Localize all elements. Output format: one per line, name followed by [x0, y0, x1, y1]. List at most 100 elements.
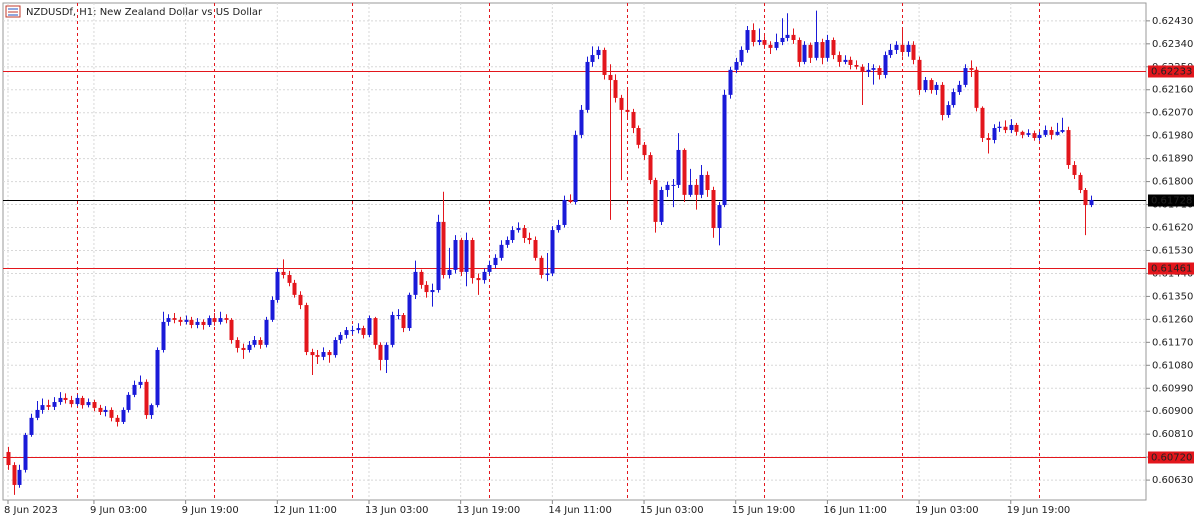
candle-body	[390, 315, 395, 345]
candle-body	[705, 174, 710, 191]
candle-body	[161, 321, 166, 350]
candle-body	[843, 59, 848, 62]
candle-body	[178, 319, 183, 322]
candle-body	[636, 128, 641, 145]
y-tick-label: 0.61170	[1152, 337, 1193, 348]
candle-body	[6, 452, 11, 466]
y-tick-label: 0.60990	[1152, 383, 1193, 394]
candle-body	[894, 44, 899, 50]
candle-body	[900, 44, 905, 52]
candle-body	[344, 330, 349, 335]
candle-body	[791, 34, 796, 40]
candle-body	[533, 240, 538, 258]
candle-body	[172, 318, 177, 320]
candle-body	[923, 80, 928, 91]
candle-body	[1083, 190, 1088, 206]
candle-body	[946, 105, 951, 116]
candle-body	[997, 126, 1002, 129]
candle-body	[608, 74, 613, 81]
candle-body	[631, 111, 636, 129]
level-line-tag	[1148, 451, 1194, 464]
candle-body	[562, 199, 567, 225]
x-tick-label: 16 Jun 11:00	[823, 505, 887, 516]
candle-body	[585, 61, 590, 110]
candle-body	[774, 42, 779, 48]
candle-body	[476, 278, 481, 281]
candle-body	[361, 328, 366, 335]
x-tick-label: 13 Jun 19:00	[457, 505, 521, 516]
y-tick-label: 0.60630	[1152, 475, 1193, 486]
candle-body	[212, 318, 217, 322]
candle-body	[350, 330, 355, 332]
candle-body	[814, 42, 819, 58]
level-line-label: 0.61461	[1151, 264, 1192, 275]
candle-body	[338, 334, 343, 341]
candle-body	[1037, 134, 1042, 138]
candle-body	[831, 39, 836, 56]
x-tick-label: 19 Jun 03:00	[915, 505, 979, 516]
y-tick-label: 0.61350	[1152, 291, 1193, 302]
candle-body	[396, 315, 401, 317]
candle-body	[522, 228, 527, 238]
candle-body	[1026, 133, 1031, 135]
last-price-line-label: 0.61728	[1151, 196, 1192, 207]
candle-body	[40, 405, 45, 410]
candle-body	[969, 68, 974, 70]
candle-body	[911, 44, 916, 60]
candle-body	[441, 221, 446, 275]
candle-body	[762, 39, 767, 45]
candle-body	[619, 97, 624, 110]
candle-body	[568, 199, 573, 203]
candle-body	[327, 352, 332, 356]
candle-body	[321, 352, 326, 357]
candle-body	[419, 271, 424, 285]
candle-body	[1049, 130, 1054, 135]
candle-body	[527, 237, 532, 241]
candle-body	[602, 49, 607, 75]
candle-body	[430, 290, 435, 293]
candle-body	[665, 184, 670, 191]
candle-body	[739, 49, 744, 62]
candle-body	[287, 274, 292, 283]
y-tick-label: 0.61530	[1152, 245, 1193, 256]
candle-body	[1014, 124, 1019, 132]
candle-body	[149, 405, 154, 416]
candle-body	[229, 319, 234, 341]
candle-body	[516, 228, 521, 231]
candle-body	[224, 318, 229, 320]
y-tick-label: 0.62160	[1152, 85, 1193, 96]
candle-body	[333, 340, 338, 356]
plot-frame	[2, 2, 1147, 501]
candle-body	[487, 265, 492, 272]
candle-body	[218, 318, 223, 322]
candle-body	[963, 68, 968, 85]
candle-body	[304, 305, 309, 353]
y-tick-label: 0.61890	[1152, 154, 1193, 165]
candle-body	[653, 180, 658, 222]
candle-body	[184, 319, 189, 322]
candle-body	[189, 319, 194, 325]
candle-body	[825, 39, 830, 58]
level-line-label: 0.62233	[1151, 67, 1192, 78]
level-line-tag	[1148, 262, 1194, 275]
candle-body	[1003, 126, 1008, 131]
candle-body	[155, 349, 160, 406]
candle-body	[550, 230, 555, 274]
candle-body	[109, 409, 114, 418]
candle-body	[80, 397, 85, 406]
x-tick-label: 9 Jun 03:00	[90, 505, 147, 516]
candle-body	[871, 68, 876, 70]
candle-body	[510, 230, 515, 241]
candle-body	[459, 240, 464, 272]
candle-body	[590, 55, 595, 62]
candle-body	[1078, 174, 1083, 191]
candle-body	[717, 205, 722, 229]
y-tick-label: 0.61620	[1152, 223, 1193, 234]
candle-body	[86, 402, 91, 406]
chart-title: NZDUSDf, H1: New Zealand Dollar vs US Do…	[26, 7, 263, 18]
candle-body	[929, 80, 934, 91]
candle-body	[694, 184, 699, 195]
y-tick-label: 0.62340	[1152, 39, 1193, 50]
candle-body	[642, 144, 647, 156]
candle-body	[808, 44, 813, 58]
